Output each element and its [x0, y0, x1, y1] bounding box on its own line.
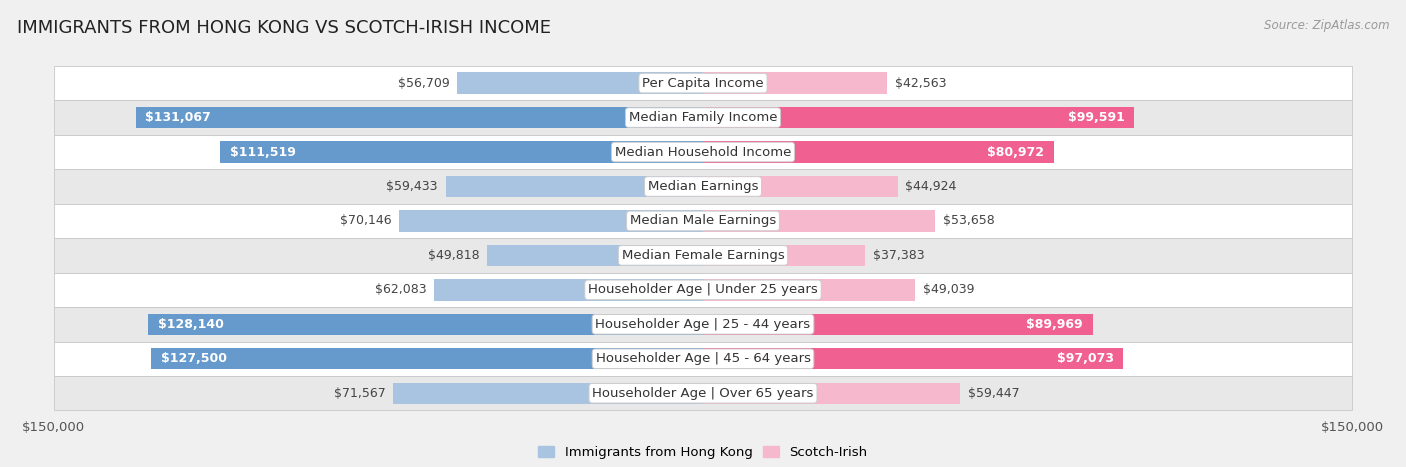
Text: $131,067: $131,067: [145, 111, 211, 124]
Bar: [446, 176, 703, 197]
Bar: [457, 72, 703, 94]
Bar: [150, 348, 703, 369]
Text: Householder Age | 45 - 64 years: Householder Age | 45 - 64 years: [596, 352, 810, 365]
Text: $111,519: $111,519: [231, 146, 295, 158]
Bar: [703, 142, 1053, 163]
Bar: [394, 382, 703, 404]
Legend: Immigrants from Hong Kong, Scotch-Irish: Immigrants from Hong Kong, Scotch-Irish: [538, 446, 868, 459]
Text: $62,083: $62,083: [375, 283, 426, 297]
Bar: [53, 238, 1353, 273]
Text: IMMIGRANTS FROM HONG KONG VS SCOTCH-IRISH INCOME: IMMIGRANTS FROM HONG KONG VS SCOTCH-IRIS…: [17, 19, 551, 37]
Text: $49,039: $49,039: [924, 283, 974, 297]
Text: Source: ZipAtlas.com: Source: ZipAtlas.com: [1264, 19, 1389, 32]
Bar: [53, 341, 1353, 376]
Text: $128,140: $128,140: [157, 318, 224, 331]
Bar: [703, 314, 1092, 335]
Text: $49,818: $49,818: [427, 249, 479, 262]
Text: Median Household Income: Median Household Income: [614, 146, 792, 158]
Text: $59,447: $59,447: [969, 387, 1019, 400]
Text: Median Family Income: Median Family Income: [628, 111, 778, 124]
Bar: [399, 210, 703, 232]
Text: $80,972: $80,972: [987, 146, 1043, 158]
Text: $56,709: $56,709: [398, 77, 450, 90]
Text: $71,567: $71,567: [333, 387, 385, 400]
Text: Median Earnings: Median Earnings: [648, 180, 758, 193]
Text: $97,073: $97,073: [1056, 352, 1114, 365]
Bar: [53, 169, 1353, 204]
Text: $70,146: $70,146: [340, 214, 391, 227]
Bar: [703, 72, 887, 94]
Text: $99,591: $99,591: [1067, 111, 1125, 124]
Bar: [53, 66, 1353, 100]
Text: $53,658: $53,658: [943, 214, 995, 227]
Bar: [53, 273, 1353, 307]
Bar: [135, 107, 703, 128]
Text: Householder Age | 25 - 44 years: Householder Age | 25 - 44 years: [595, 318, 811, 331]
Text: $37,383: $37,383: [873, 249, 924, 262]
Text: Householder Age | Over 65 years: Householder Age | Over 65 years: [592, 387, 814, 400]
Bar: [53, 307, 1353, 341]
Bar: [53, 376, 1353, 410]
Text: $89,969: $89,969: [1026, 318, 1083, 331]
Bar: [148, 314, 703, 335]
Bar: [221, 142, 703, 163]
Bar: [53, 100, 1353, 135]
Bar: [434, 279, 703, 301]
Text: Median Male Earnings: Median Male Earnings: [630, 214, 776, 227]
Bar: [53, 135, 1353, 169]
Bar: [703, 279, 915, 301]
Text: Per Capita Income: Per Capita Income: [643, 77, 763, 90]
Text: $42,563: $42,563: [896, 77, 946, 90]
Text: Median Female Earnings: Median Female Earnings: [621, 249, 785, 262]
Bar: [703, 245, 865, 266]
Bar: [703, 210, 935, 232]
Text: $44,924: $44,924: [905, 180, 956, 193]
Bar: [703, 348, 1123, 369]
Bar: [703, 107, 1135, 128]
Bar: [703, 176, 897, 197]
Bar: [703, 382, 960, 404]
Text: $127,500: $127,500: [160, 352, 226, 365]
Bar: [53, 204, 1353, 238]
Bar: [488, 245, 703, 266]
Text: Householder Age | Under 25 years: Householder Age | Under 25 years: [588, 283, 818, 297]
Text: $59,433: $59,433: [387, 180, 437, 193]
